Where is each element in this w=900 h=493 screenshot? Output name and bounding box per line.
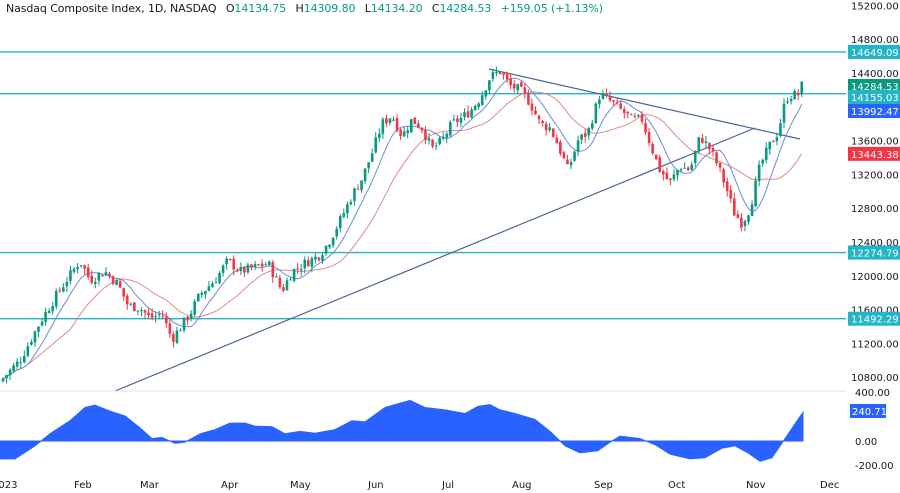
time-axis[interactable]: 2023 Feb Mar Apr May Jun Jul Aug Sep Oct Nov Dec (0, 480, 839, 491)
low-value: 14134.20 (370, 2, 423, 15)
price-tick-label: 13600.00 (851, 137, 899, 148)
low-label: L (364, 2, 371, 15)
price-tag-level: 11492.29 (848, 311, 900, 326)
close-label: C (431, 2, 440, 15)
oscillator-tick-label: 0.00 (855, 437, 877, 448)
chart-legend: Nasdaq Composite Index, 1D, NASDAQ O1413… (6, 2, 603, 15)
svg-text:240.71: 240.71 (852, 407, 887, 418)
price-tick-label: 13200.00 (851, 170, 899, 181)
price-tick-label: 11600.00 (851, 306, 899, 317)
svg-text:13443.38: 13443.38 (851, 150, 899, 161)
time-axis-label: Apr (221, 480, 239, 491)
open-value: 14134.75 (234, 2, 287, 15)
close-value: 14284.53 (439, 2, 492, 15)
time-axis-label: Nov (746, 480, 766, 491)
time-axis-label: Dec (820, 480, 839, 491)
open-label: O (225, 2, 235, 15)
oscillator-tick-label: -200.00 (855, 461, 894, 472)
svg-text:14649.09: 14649.09 (851, 48, 899, 59)
price-tick-label: 15200.00 (851, 1, 899, 12)
svg-text:14155.03: 14155.03 (851, 93, 899, 104)
time-axis-label: Feb (74, 480, 92, 491)
change-value: +159.05 (+1.13%) (500, 2, 603, 15)
price-tick-label: 14400.00 (851, 69, 899, 80)
oscillator-tick-label: 400.00 (855, 388, 890, 399)
price-tick-label: 12400.00 (851, 238, 899, 249)
svg-text:14284.53: 14284.53 (851, 82, 899, 93)
price-tag-level: 14155.03 (848, 90, 900, 104)
price-tag-ma_fast: 13992.47 (848, 104, 900, 118)
time-axis-label: May (290, 480, 311, 491)
time-axis-label: 2023 (0, 480, 17, 491)
oscillator-pane (0, 399, 804, 462)
svg-text:11492.29: 11492.29 (851, 315, 899, 326)
svg-text:13992.47: 13992.47 (851, 107, 899, 118)
time-axis-label: Jun (367, 480, 384, 491)
rising-support-trendline[interactable] (114, 127, 756, 392)
price-tag-level: 14649.09 (848, 44, 900, 59)
oscillator-value-tag: 240.71 (850, 404, 887, 418)
time-axis-label: Jul (441, 480, 454, 491)
svg-text:12274.79: 12274.79 (851, 249, 899, 260)
price-tag-close: 14284.53 (848, 79, 900, 93)
candlesticks (1, 66, 804, 384)
price-tick-label: 11200.00 (851, 339, 899, 350)
price-axis[interactable]: 15200.00 14800.00 14400.00 13600.00 13200.00… (848, 1, 900, 384)
price-tick-label: 12000.00 (851, 272, 899, 283)
symbol-title: Nasdaq Composite Index, 1D, NASDAQ (6, 2, 217, 15)
price-tag-level: 12274.79 (848, 245, 900, 260)
time-axis-label: Mar (140, 480, 160, 491)
time-axis-label: Sep (594, 480, 613, 491)
oscillator-axis[interactable]: 400.00 0.00 -200.00 240.71 (850, 388, 894, 472)
high-label: H (295, 2, 304, 15)
horizontal-levels[interactable] (0, 51, 846, 320)
price-tag-ma_slow: 13443.38 (848, 146, 900, 161)
moving-averages (2, 77, 803, 379)
high-value: 14309.80 (303, 2, 356, 15)
time-axis-label: Aug (512, 480, 532, 491)
price-tick-label: 12800.00 (851, 204, 899, 215)
price-tick-label: 10800.00 (851, 373, 899, 384)
price-tick-label: 14800.00 (851, 35, 899, 46)
falling-resistance-trendline[interactable] (488, 68, 801, 140)
time-axis-label: Oct (668, 480, 685, 491)
trend-lines[interactable] (114, 68, 801, 392)
